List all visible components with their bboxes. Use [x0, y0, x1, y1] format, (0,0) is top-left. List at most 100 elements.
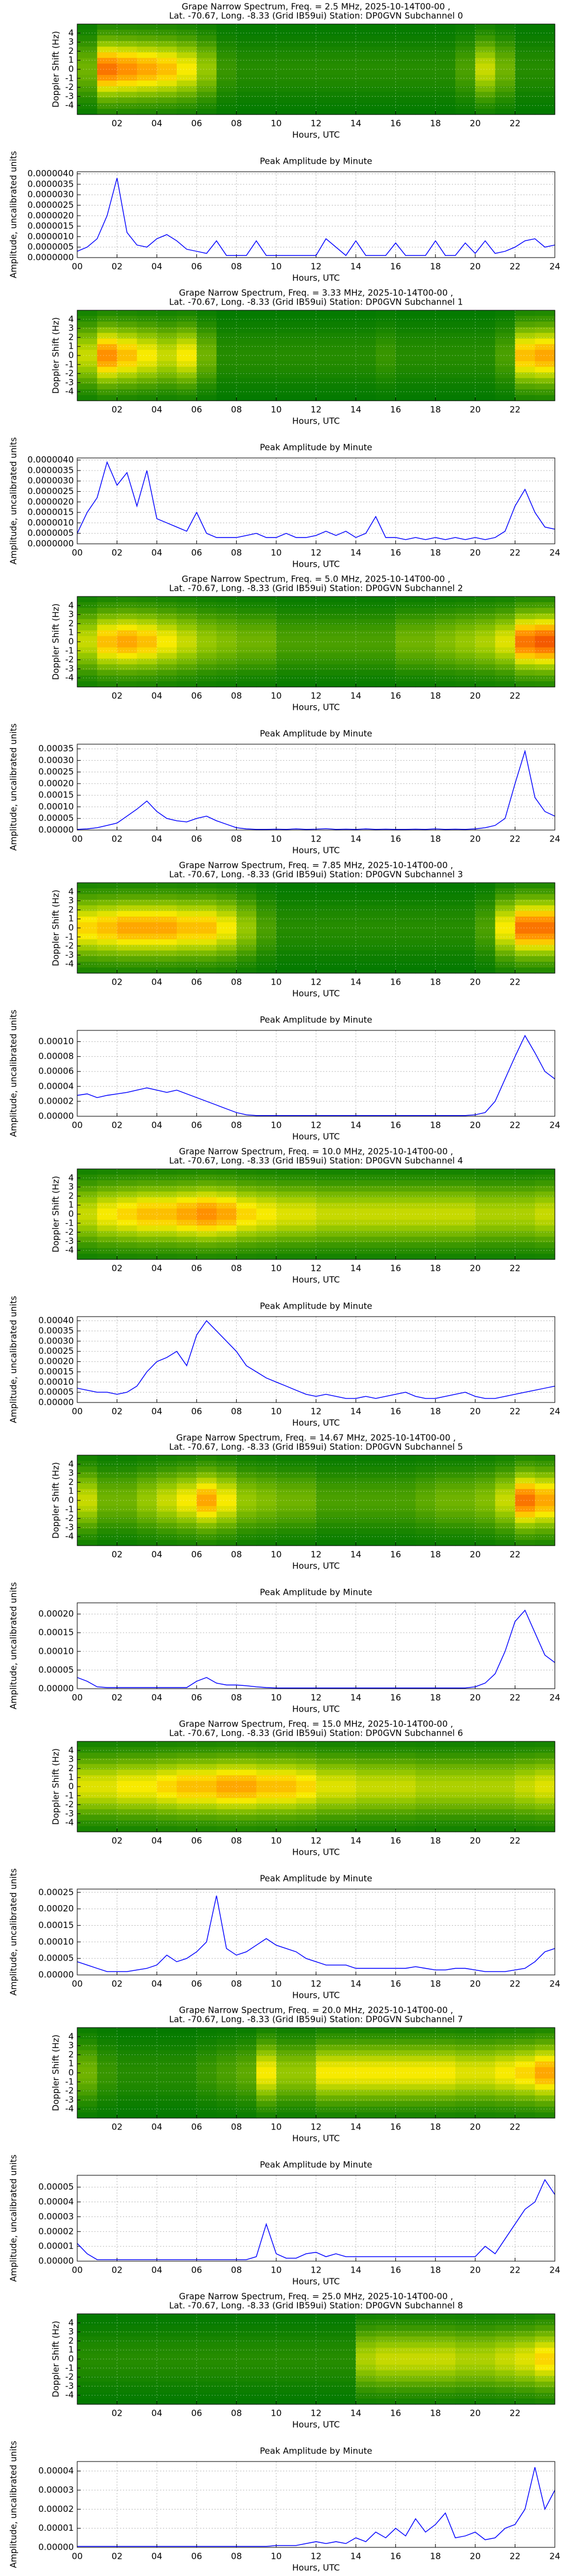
- heat-cell: [97, 1758, 118, 1765]
- heat-cell: [515, 1472, 535, 1479]
- heat-cell: [196, 2319, 217, 2326]
- heat-cell: [157, 647, 177, 654]
- x-tick-label: 24: [549, 1979, 560, 1989]
- heat-cell: [535, 384, 555, 390]
- heat-cell: [375, 2107, 396, 2113]
- heat-cell: [495, 24, 516, 30]
- heat-cell: [395, 967, 416, 974]
- y-tick-label: 0.00005: [38, 2182, 74, 2192]
- heat-cell: [455, 1809, 476, 1815]
- heat-cell: [236, 1186, 257, 1192]
- x-tick-label: 20: [470, 834, 480, 844]
- heat-cell: [137, 2399, 157, 2405]
- heat-cell: [137, 321, 157, 328]
- heat-cell: [535, 310, 555, 317]
- heat-cell: [276, 1528, 297, 1535]
- heat-cell: [435, 602, 456, 609]
- heat-cell: [356, 2319, 376, 2326]
- heat-cell: [375, 1826, 396, 1832]
- heat-cell: [97, 2387, 118, 2393]
- heat-cell: [455, 647, 476, 654]
- heat-cell: [77, 916, 98, 923]
- heat-cell: [395, 109, 416, 115]
- x-tick-label: 22: [510, 548, 521, 558]
- heat-cell: [435, 1186, 456, 1192]
- heat-cell: [356, 2325, 376, 2332]
- heat-cell: [475, 894, 496, 900]
- heat-cell: [375, 653, 396, 659]
- heat-cell: [236, 2061, 257, 2068]
- x-tick-label: 18: [430, 2551, 441, 2562]
- heat-cell: [395, 2381, 416, 2388]
- heat-cell: [316, 378, 336, 384]
- heat-cell: [216, 1511, 237, 1518]
- heat-cell: [296, 1472, 317, 1479]
- y-tick-label: 4: [68, 2317, 74, 2328]
- heat-cell: [475, 378, 496, 384]
- heat-cell: [117, 109, 137, 115]
- heat-cell: [196, 1197, 217, 1203]
- heat-cell: [77, 1174, 98, 1181]
- heat-cell: [316, 2325, 336, 2332]
- heat-cell: [356, 647, 376, 654]
- heat-cell: [117, 1242, 137, 1249]
- y-tick-label: 0.00010: [38, 1937, 74, 1947]
- heat-cell: [77, 2067, 98, 2073]
- heat-cell: [475, 344, 496, 350]
- heat-cell: [296, 372, 317, 379]
- heat-cell: [375, 2376, 396, 2383]
- heat-cell: [77, 2033, 98, 2040]
- heat-cell: [236, 366, 257, 373]
- heat-cell: [316, 366, 336, 373]
- heat-cell: [256, 1741, 277, 1748]
- heat-cell: [515, 1455, 535, 1461]
- heat-cell: [336, 2107, 356, 2113]
- heat-cell: [117, 1248, 137, 1254]
- x-tick-label: 02: [112, 1120, 122, 1131]
- heat-cell: [97, 1236, 118, 1243]
- heat-cell: [415, 366, 436, 373]
- heat-cell: [455, 1174, 476, 1181]
- heat-cell: [316, 647, 336, 654]
- heat-cell: [77, 69, 98, 76]
- heat-cell: [415, 74, 436, 81]
- heat-cell: [276, 2107, 297, 2113]
- heat-cell: [475, 2067, 496, 2073]
- heat-cell: [455, 361, 476, 368]
- heat-cell: [435, 1792, 456, 1799]
- x-tick-label: 22: [510, 1406, 521, 1417]
- heat-cell: [435, 1758, 456, 1765]
- x-tick-label: 22: [510, 2408, 521, 2419]
- heat-cell: [435, 389, 456, 396]
- heat-cell: [196, 1466, 217, 1473]
- heat-cell: [375, 1764, 396, 1770]
- heat-cell: [176, 378, 197, 384]
- y-tick-label: 0.00010: [38, 1646, 74, 1656]
- heat-cell: [475, 1752, 496, 1759]
- heat-cell: [236, 1758, 257, 1765]
- heat-cell: [276, 1466, 297, 1473]
- heat-cell: [137, 35, 157, 42]
- heat-cell: [356, 310, 376, 317]
- heat-cell: [535, 1809, 555, 1815]
- heat-cell: [256, 647, 277, 654]
- heat-cell: [395, 1231, 416, 1238]
- y-tick-label: 0.00006: [38, 1066, 74, 1076]
- x-tick-label: 16: [390, 1550, 401, 1560]
- plot-frame: [77, 1168, 555, 1260]
- heat-cell: [97, 2325, 118, 2332]
- heat-cell: [97, 2336, 118, 2342]
- x-tick-label: 14: [351, 2122, 362, 2132]
- heat-cell: [535, 2089, 555, 2096]
- heat-cell: [375, 2095, 396, 2101]
- heat-cell: [296, 321, 317, 328]
- heat-cell: [176, 1214, 197, 1220]
- heat-cell: [157, 2330, 177, 2337]
- heat-cell: [137, 2101, 157, 2107]
- y-tick-label: 0.00020: [38, 1903, 74, 1914]
- heat-cell: [77, 1460, 98, 1467]
- heat-cell: [97, 2370, 118, 2377]
- heat-cell: [515, 950, 535, 957]
- heat-cell: [475, 366, 496, 373]
- heat-cell: [415, 1169, 436, 1175]
